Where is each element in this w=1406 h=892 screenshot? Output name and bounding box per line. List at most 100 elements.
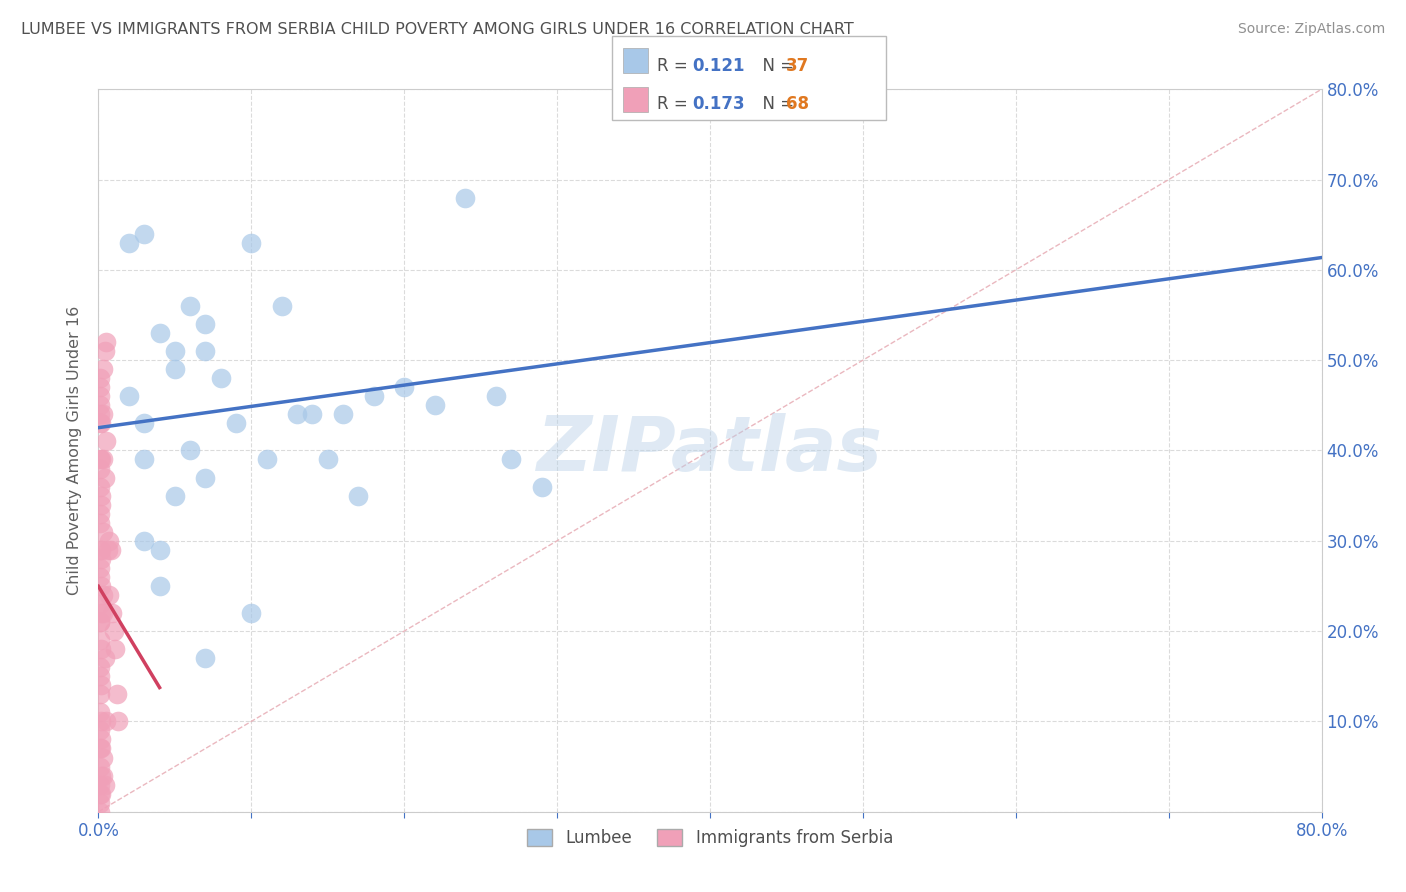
Point (485, 389, 508, 403)
Point (91, 452, 114, 467)
Point (98, 588, 121, 602)
Point (89, 787, 111, 801)
Point (91, 524, 114, 539)
Point (90, 579, 112, 593)
Point (89, 480, 111, 494)
Point (89, 516, 111, 530)
Point (91, 769, 114, 783)
Point (89, 380, 111, 394)
Point (90, 642, 112, 657)
Point (163, 362, 186, 376)
Point (89, 669, 111, 683)
Point (91, 407, 114, 422)
Point (101, 606, 124, 620)
Point (90, 551, 112, 566)
Point (89, 570, 111, 584)
Point (90, 542, 112, 557)
Text: N =: N = (752, 57, 800, 75)
Point (89, 452, 111, 467)
Point (89, 407, 111, 422)
Point (94, 334, 117, 349)
Text: LUMBEE VS IMMIGRANTS FROM SERBIA CHILD POVERTY AMONG GIRLS UNDER 16 CORRELATION : LUMBEE VS IMMIGRANTS FROM SERBIA CHILD P… (21, 22, 853, 37)
Point (89, 706, 111, 720)
Point (118, 389, 141, 403)
Point (332, 407, 354, 422)
Point (93, 470, 115, 484)
Point (89, 398, 111, 412)
Point (89, 561, 111, 575)
Text: 0.173: 0.173 (692, 95, 744, 113)
Point (90, 678, 112, 692)
Point (454, 191, 477, 205)
Point (91, 750, 114, 764)
Point (134, 227, 156, 241)
Point (94, 434, 117, 449)
Point (149, 326, 172, 340)
Point (423, 398, 446, 412)
Point (209, 371, 232, 385)
Text: Source: ZipAtlas.com: Source: ZipAtlas.com (1237, 22, 1385, 37)
Point (285, 407, 308, 422)
Point (149, 579, 172, 593)
Point (89, 615, 111, 629)
Point (256, 452, 278, 467)
Point (90, 787, 112, 801)
Point (104, 642, 127, 657)
Point (90, 489, 112, 503)
Point (134, 533, 156, 548)
Point (89, 597, 111, 611)
Point (89, 759, 111, 773)
Point (301, 407, 323, 422)
Point (149, 542, 172, 557)
Point (89, 615, 111, 629)
Point (89, 417, 111, 431)
Point (89, 371, 111, 385)
Point (89, 461, 111, 475)
Point (194, 317, 217, 331)
Text: R =: R = (657, 95, 693, 113)
Point (240, 235, 263, 250)
Point (90, 417, 112, 431)
Point (89, 723, 111, 738)
Point (97, 542, 120, 557)
Text: 0.121: 0.121 (692, 57, 744, 75)
Point (89, 796, 111, 810)
Point (89, 660, 111, 674)
Point (89, 633, 111, 648)
Point (90, 714, 112, 729)
Point (89, 687, 111, 701)
Point (100, 542, 122, 557)
Point (134, 452, 156, 467)
Point (392, 380, 416, 394)
Point (89, 778, 111, 792)
Point (194, 344, 217, 359)
Point (347, 489, 370, 503)
Point (501, 452, 523, 467)
Point (163, 344, 186, 359)
Point (107, 714, 129, 729)
Text: N =: N = (752, 95, 800, 113)
Point (89, 805, 111, 819)
Point (91, 362, 114, 376)
Point (94, 714, 117, 729)
Point (103, 624, 125, 639)
Point (89, 389, 111, 403)
Point (194, 651, 217, 665)
Point (363, 389, 385, 403)
Text: R =: R = (657, 57, 693, 75)
Point (179, 299, 201, 313)
Text: ZIPatlas: ZIPatlas (537, 414, 883, 487)
Legend: Lumbee, Immigrants from Serbia: Lumbee, Immigrants from Serbia (520, 822, 900, 854)
Point (225, 417, 247, 431)
Point (270, 299, 292, 313)
Point (93, 651, 115, 665)
Point (98, 533, 121, 548)
Point (530, 480, 553, 494)
Point (90, 452, 112, 467)
Point (179, 443, 201, 458)
Point (90, 606, 112, 620)
Point (423, 55, 446, 70)
Point (93, 778, 115, 792)
Point (118, 235, 141, 250)
Point (316, 452, 339, 467)
